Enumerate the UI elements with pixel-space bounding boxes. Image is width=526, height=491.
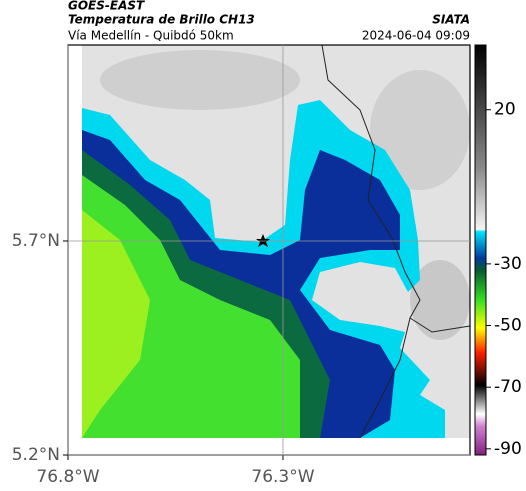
satellite: GOES-EAST (68, 0, 145, 13)
timestamp: 2024-06-04 09:09 (362, 29, 470, 43)
colorbar-tick-label: -70 (494, 377, 522, 397)
route: Vía Medellín - Quibdó 50km (68, 29, 234, 43)
colorbar-tick-label: -90 (494, 439, 522, 459)
x-tick-label: 76.3°W (251, 467, 314, 487)
product: Temperatura de Brillo CH13 (68, 13, 255, 27)
colorbar-tick-label: -30 (494, 254, 522, 274)
satellite-image (82, 45, 470, 438)
y-tick-label: 5.2°N (12, 445, 60, 465)
source: SIATA (432, 13, 470, 27)
x-tick-label: 76.8°W (36, 467, 99, 487)
colorbar (474, 44, 487, 456)
colorbar-tick-label: -50 (494, 316, 522, 336)
colorbar-tick-label: 20 (494, 100, 516, 120)
y-tick-label: 5.7°N (12, 231, 60, 251)
